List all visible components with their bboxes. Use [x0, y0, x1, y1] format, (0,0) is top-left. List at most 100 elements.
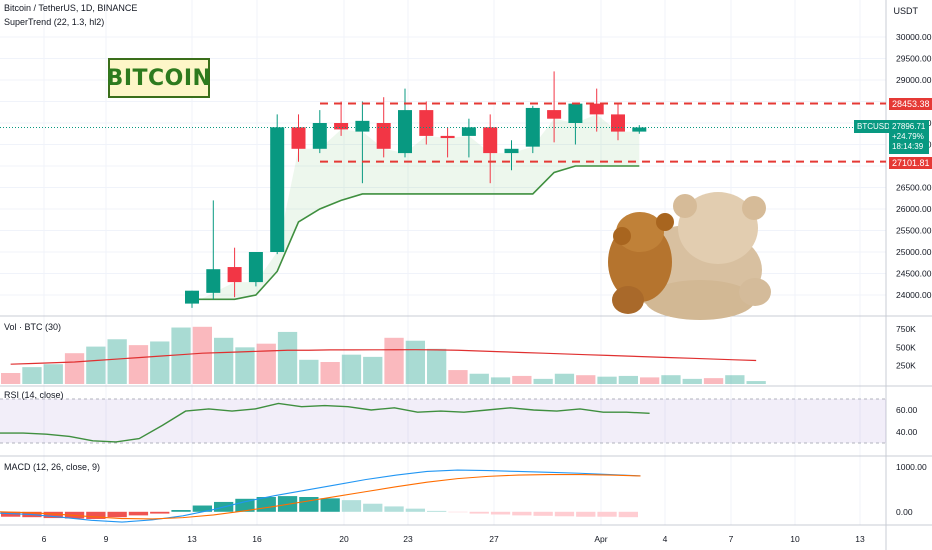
volume-bar	[107, 339, 127, 384]
macd-histogram-bar	[490, 511, 511, 515]
volume-bar	[299, 359, 319, 384]
volume-bar	[725, 375, 745, 384]
macd-pane-label: MACD (12, 26, close, 9)	[4, 462, 101, 472]
candle-body	[589, 103, 604, 115]
time-axis-label: 7	[729, 534, 734, 544]
macd-histogram-bar	[171, 510, 191, 512]
macd-histogram-bar	[43, 511, 63, 519]
volume-bar	[214, 337, 234, 384]
macd-histogram-bar	[192, 505, 212, 512]
candle-body	[483, 127, 498, 154]
macd-histogram-bar	[384, 506, 404, 512]
macd-histogram-bar	[512, 511, 532, 516]
time-axis-label: 27	[489, 534, 499, 544]
volume-bar	[43, 364, 63, 384]
currency-label: USDT	[893, 6, 919, 16]
volume-axis-label: 750K	[896, 324, 916, 334]
volume-bar	[341, 354, 362, 384]
candle-body	[568, 103, 583, 123]
bar-countdown: 18:14:39	[892, 142, 924, 151]
rsi-line	[0, 402, 650, 443]
symbol-title: Bitcoin / TetherUS, 1D, BINANCE	[4, 3, 138, 13]
macd-histogram-bar	[363, 503, 383, 512]
volume-axis-label: 500K	[896, 342, 916, 352]
volume-pane-label: Vol · BTC (30)	[4, 322, 62, 332]
candle-body	[419, 110, 434, 136]
volume-bar	[427, 348, 447, 384]
macd-histogram-bar	[150, 511, 170, 514]
volume-bar	[150, 341, 170, 384]
macd-histogram-bar	[469, 511, 489, 514]
volume-bar	[1, 373, 21, 384]
volume-bar	[703, 378, 724, 384]
macd-histogram-bar	[235, 498, 255, 512]
candle-body	[547, 110, 562, 119]
bitcoin-badge: BITCOIN	[107, 58, 211, 98]
supertrend-fill	[192, 114, 640, 304]
ticker-tag: BTCUSDT	[854, 120, 898, 133]
volume-bar	[746, 381, 766, 384]
volume-bar	[171, 327, 191, 384]
rsi-axis-label: 40.00	[896, 427, 918, 437]
candle-body	[525, 107, 540, 147]
time-axis-label: 9	[104, 534, 109, 544]
macd-histogram-bar	[86, 511, 106, 519]
price-axis-label: 26500.00	[896, 183, 932, 193]
volume-bar	[384, 337, 404, 384]
volume-bar	[22, 367, 42, 384]
volume-bar	[64, 353, 85, 384]
macd-histogram-bar	[533, 511, 553, 516]
last-price-box: 27896.71 +24.79% 18:14:39	[889, 120, 929, 154]
time-axis-label: 16	[252, 534, 262, 544]
price-axis-label: 29000.00	[896, 75, 932, 85]
price-axis-label: 29500.00	[896, 54, 932, 64]
rsi-band	[0, 399, 886, 443]
macd-signal-line	[0, 474, 641, 520]
candle-body	[270, 127, 285, 252]
volume-bar	[469, 373, 489, 384]
macd-histogram-bar	[1, 511, 21, 517]
time-axis-label: 13	[187, 534, 197, 544]
volume-bar	[533, 378, 553, 384]
volume-bar	[448, 370, 468, 384]
volume-bar	[640, 377, 660, 384]
candle-body	[312, 123, 327, 149]
macd-histogram-bar	[597, 511, 617, 517]
volume-bar	[490, 377, 511, 384]
volume-bar	[86, 346, 106, 384]
price-axis-label: 30000.00	[896, 32, 932, 42]
macd-histogram-bar	[107, 511, 127, 518]
candle-body	[291, 127, 306, 149]
volume-bar	[405, 340, 425, 384]
supertrend-indicator-label: SuperTrend (22, 1.3, hl2)	[4, 17, 105, 27]
candle-body	[504, 148, 519, 154]
macd-line	[0, 469, 641, 523]
upper-level-tag: 28453.38	[889, 98, 932, 110]
time-axis-label: 10	[790, 534, 800, 544]
volume-bar	[661, 375, 681, 384]
macd-histogram-bar	[128, 511, 149, 516]
volume-bar	[682, 378, 702, 384]
time-axis-label: 6	[42, 534, 47, 544]
volume-bar	[128, 345, 149, 384]
candle-body	[185, 290, 199, 304]
volume-bar	[512, 375, 532, 384]
candle-body	[398, 110, 412, 154]
volume-bar	[235, 347, 255, 384]
price-axis-label: 25500.00	[896, 226, 932, 236]
volume-bar	[277, 331, 298, 384]
candle-body	[611, 114, 625, 132]
candle-body	[334, 123, 349, 130]
time-axis-label: 13	[855, 534, 865, 544]
macd-histogram-bar	[320, 498, 340, 512]
candle-body	[248, 252, 263, 283]
candle-body	[440, 135, 455, 139]
last-price: 27896.71	[892, 122, 926, 131]
volume-bar	[363, 356, 383, 384]
volume-bar	[576, 375, 596, 384]
time-axis-label: 20	[339, 534, 349, 544]
candle-body	[227, 267, 242, 283]
price-axis-label: 24500.00	[896, 269, 932, 279]
macd-histogram-bar	[618, 511, 638, 518]
candle-body	[206, 269, 221, 293]
